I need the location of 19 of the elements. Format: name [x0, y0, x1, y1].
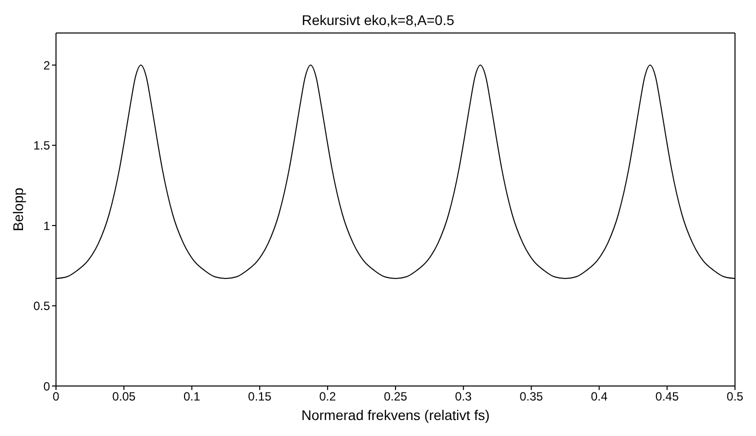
x-tick-label: 0.05	[112, 390, 136, 404]
x-tick-label: 0.5	[726, 390, 744, 404]
x-tick-label: 0.25	[384, 390, 408, 404]
x-tick-label: 0	[52, 390, 60, 404]
y-tick-label: 1	[43, 218, 50, 233]
x-axis-title: Normerad frekvens (relativt fs)	[301, 407, 490, 423]
x-tick-label: 0.3	[455, 390, 472, 404]
x-tick-label: 0.35	[520, 390, 544, 404]
y-tick-label: 0	[43, 379, 50, 394]
y-tick-label: 2	[43, 58, 50, 72]
chart-title: Rekursivt eko,k=8,A=0.5	[300, 12, 456, 28]
x-tick-label: 0.4	[590, 390, 608, 404]
y-axis-title: Belopp	[10, 187, 26, 232]
y-tick-label: 1.5	[33, 138, 50, 153]
x-tick-label: 0.1	[183, 390, 200, 404]
x-tick-label: 0.2	[319, 390, 336, 404]
y-tick-label: 0.5	[33, 299, 50, 314]
x-tick-label: 0.15	[248, 390, 272, 404]
x-tick-label: 0.45	[655, 390, 680, 404]
